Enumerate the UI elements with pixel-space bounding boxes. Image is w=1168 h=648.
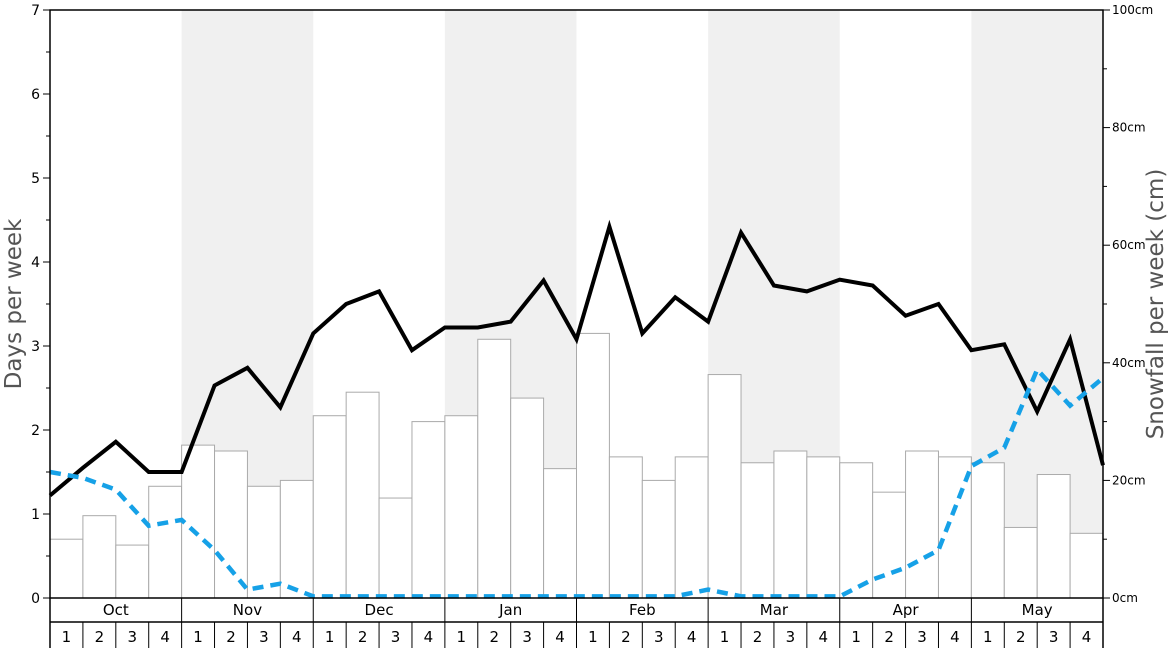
month-label: Dec [365,601,394,619]
left-tick-label: 4 [31,255,40,271]
snowfall-bar [970,462,1005,599]
dashed-series-line [49,365,1105,599]
left-tick-label: 5 [31,171,40,187]
week-label: 4 [687,628,697,646]
week-label: 2 [226,628,236,646]
right-axis: 0cm 20cm 40cm 60cm 80cm 100cm [1103,3,1153,605]
week-label: 2 [489,628,499,646]
left-tick-label: 0 [31,591,40,607]
snowfall-bar [82,515,117,599]
month-label: Feb [629,601,656,619]
week-label: 1 [457,628,467,646]
data-lines [48,219,1105,599]
snowfall-bar [543,468,577,599]
month-label: Mar [760,601,789,619]
snowfall-bar [1003,526,1038,599]
snowfall-bar [641,479,676,599]
left-tick-label: 3 [31,339,40,355]
week-label: 3 [259,628,269,646]
left-axis-label: Days per week [1,218,27,389]
snowfall-bar [608,456,643,599]
week-label: 3 [391,628,401,646]
week-label: 3 [1049,628,1059,646]
snowfall-bar [115,544,150,599]
snowfall-bar [444,415,479,599]
left-tick-label: 7 [31,3,40,19]
month-label: May [1022,601,1053,619]
snowfall-bar [378,497,413,599]
week-label: 3 [786,628,796,646]
snowfall-bar [674,456,709,599]
snowfall-bar [279,479,314,599]
right-tick-label: 0cm [1112,591,1138,605]
week-label: 3 [522,628,532,646]
snowfall-bars [49,332,1104,599]
snowfall-bar [740,462,775,599]
week-label: 1 [325,628,335,646]
left-axis: 0 1 2 3 4 5 6 7 [31,3,50,607]
snowfall-bar [49,538,84,599]
week-label: 2 [1016,628,1026,646]
right-tick-label: 40cm [1112,356,1146,370]
week-label: 4 [292,628,302,646]
snowfall-bar [345,391,380,599]
snowfall-bar [148,485,183,599]
week-label: 1 [851,628,861,646]
snowfall-bar [1069,532,1104,599]
right-axis-label: Snowfall per week (cm) [1143,169,1168,440]
week-label: 2 [358,628,368,646]
snowfall-bar [872,491,907,599]
snowfall-bar [246,485,281,599]
snowfall-bar [510,397,545,599]
week-label: 4 [819,628,829,646]
snowfall-bar [312,415,347,599]
snowfall-bar [839,462,874,599]
snowfall-bar [707,374,742,599]
week-label: 4 [160,628,170,646]
week-label: 4 [1082,628,1092,646]
right-tick-label: 20cm [1112,473,1146,487]
week-label: 3 [127,628,137,646]
snowfall-bar [1036,474,1071,599]
week-label: 1 [193,628,203,646]
snowfall-bar [905,450,939,599]
right-tick-label: 60cm [1112,238,1146,252]
week-label: 2 [753,628,763,646]
week-label: 3 [917,628,927,646]
month-label: Apr [893,601,920,619]
snowfall-bar [773,450,808,599]
snowfall-bar [477,338,512,599]
week-label: 2 [621,628,631,646]
week-label: 2 [95,628,105,646]
snowfall-bar [411,421,446,599]
left-tick-label: 6 [31,87,40,103]
snowfall-bar [181,444,216,599]
week-label: 2 [884,628,894,646]
week-label: 4 [424,628,434,646]
right-tick-label: 100cm [1112,3,1153,17]
snowfall-bar [576,332,610,599]
month-label: Oct [103,601,129,619]
week-label: 1 [62,628,72,646]
solid-series-line [48,219,1105,498]
week-label: 1 [588,628,598,646]
month-label: Nov [233,601,262,619]
left-tick-label: 1 [31,507,40,523]
week-label: 4 [555,628,565,646]
snowfall-bar [214,450,248,599]
snowfall-bar [806,456,841,599]
month-label: Jan [498,601,522,619]
week-label: 1 [720,628,730,646]
left-tick-label: 2 [31,423,40,439]
week-label: 4 [950,628,960,646]
right-tick-label: 80cm [1112,121,1146,135]
week-label: 1 [983,628,993,646]
x-axis: Oct 1 2 3 4 Nov 1 2 3 4 Dec 1 2 3 4 Jan 1 2 3 4 Feb 1 2 3 4 Mar 1 2… [49,598,1104,648]
week-label: 3 [654,628,664,646]
